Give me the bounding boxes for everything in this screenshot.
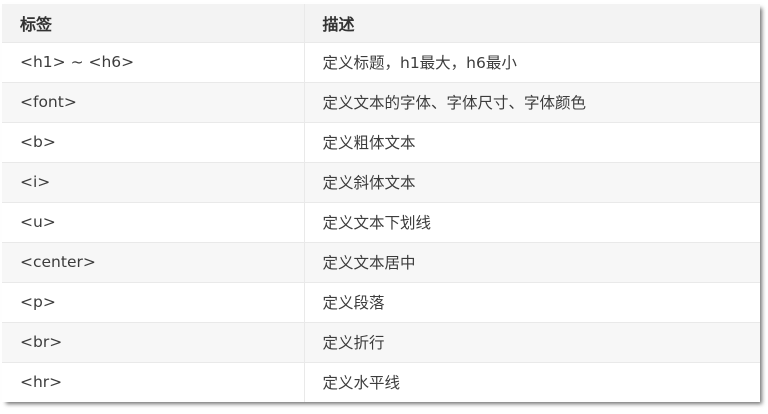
tag-cell: <font> [2,82,305,123]
table-header: 标签 描述 [2,4,760,43]
table-body: <h1> ~ <h6> 定义标题，h1最大，h6最小 <font> 定义文本的字… [2,42,760,402]
tag-cell: <i> [2,162,305,203]
tag-cell: <h1> ~ <h6> [2,42,305,83]
description-cell: 定义斜体文本 [304,162,760,203]
description-cell: 定义水平线 [304,362,760,402]
tag-cell: <hr> [2,362,305,402]
table-row: <font> 定义文本的字体、字体尺寸、字体颜色 [2,82,760,123]
description-cell: 定义文本的字体、字体尺寸、字体颜色 [304,82,760,123]
column-header-description: 描述 [304,4,760,43]
table-row: <center> 定义文本居中 [2,242,760,283]
tag-cell: <u> [2,202,305,243]
html-tags-reference-table: 标签 描述 <h1> ~ <h6> 定义标题，h1最大，h6最小 <font> … [2,4,760,402]
table-row: <hr> 定义水平线 [2,362,760,402]
table-row: <p> 定义段落 [2,282,760,323]
header-row: 标签 描述 [2,4,760,43]
table-row: <i> 定义斜体文本 [2,162,760,203]
tags-table: 标签 描述 <h1> ~ <h6> 定义标题，h1最大，h6最小 <font> … [2,4,760,402]
table-row: <u> 定义文本下划线 [2,202,760,243]
description-cell: 定义标题，h1最大，h6最小 [304,42,760,83]
table-row: <br> 定义折行 [2,322,760,363]
table-row: <h1> ~ <h6> 定义标题，h1最大，h6最小 [2,42,760,83]
description-cell: 定义段落 [304,282,760,323]
description-cell: 定义折行 [304,322,760,363]
column-header-tag: 标签 [2,4,305,43]
description-cell: 定义粗体文本 [304,122,760,163]
tag-cell: <br> [2,322,305,363]
description-cell: 定义文本居中 [304,242,760,283]
description-cell: 定义文本下划线 [304,202,760,243]
tag-cell: <b> [2,122,305,163]
tag-cell: <p> [2,282,305,323]
tag-cell: <center> [2,242,305,283]
table-row: <b> 定义粗体文本 [2,122,760,163]
